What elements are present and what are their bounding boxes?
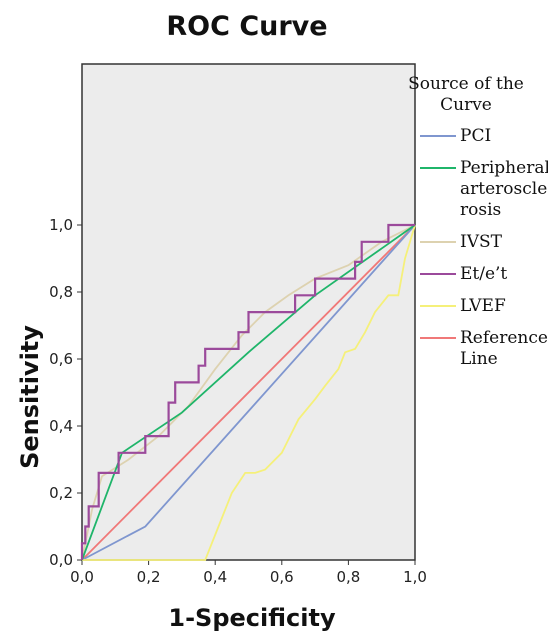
legend-title: Source of the bbox=[408, 74, 524, 94]
y-axis-label: Sensitivity bbox=[16, 325, 44, 469]
series-line-lvef bbox=[82, 224, 416, 561]
legend-title: Curve bbox=[440, 95, 492, 115]
legend-label-pci: PCI bbox=[460, 126, 491, 146]
legend-label-peripheral-arteroscle-rosis: arteroscle bbox=[460, 179, 547, 199]
legend-label-ivst: IVST bbox=[460, 232, 503, 252]
x-tick-label: 0,6 bbox=[270, 568, 294, 586]
x-axis-label: 1-Specificity bbox=[168, 604, 336, 632]
series-layer bbox=[80, 223, 416, 561]
series-line-reference-line bbox=[81, 224, 416, 561]
legend-label-et-e-t: Et/e’t bbox=[460, 264, 507, 284]
legend-label-reference-line: Line bbox=[460, 349, 498, 369]
series-line-et-e-t bbox=[80, 223, 415, 560]
y-tick-label: 0,0 bbox=[49, 551, 73, 569]
x-tick-label: 0,2 bbox=[137, 568, 161, 586]
y-tick-label: 0,4 bbox=[49, 417, 73, 435]
x-axis: 0,0 0,2 0,4 0,6 0,8 1,0 bbox=[70, 560, 427, 586]
y-tick-label: 1,0 bbox=[49, 216, 73, 234]
chart-title: ROC Curve bbox=[166, 11, 327, 42]
y-tick-label: 0,8 bbox=[49, 283, 73, 301]
y-axis: 0,0 0,2 0,4 0,6 0,8 1,0 bbox=[49, 216, 82, 569]
x-tick-label: 0,8 bbox=[336, 568, 360, 586]
legend-label-lvef: LVEF bbox=[460, 296, 506, 316]
y-tick-label: 0,2 bbox=[49, 484, 73, 502]
series-line-peripheral-arteroscle-rosis bbox=[81, 224, 416, 561]
x-tick-label: 1,0 bbox=[403, 568, 427, 586]
legend-label-peripheral-arteroscle-rosis: rosis bbox=[460, 200, 501, 220]
legend-label-reference-line: Reference bbox=[460, 328, 548, 348]
x-tick-label: 0,0 bbox=[70, 568, 94, 586]
series-line-pci bbox=[81, 224, 416, 561]
x-tick-label: 0,4 bbox=[203, 568, 227, 586]
y-tick-label: 0,6 bbox=[49, 350, 73, 368]
legend-label-peripheral-arteroscle-rosis: Peripheral bbox=[460, 158, 548, 178]
